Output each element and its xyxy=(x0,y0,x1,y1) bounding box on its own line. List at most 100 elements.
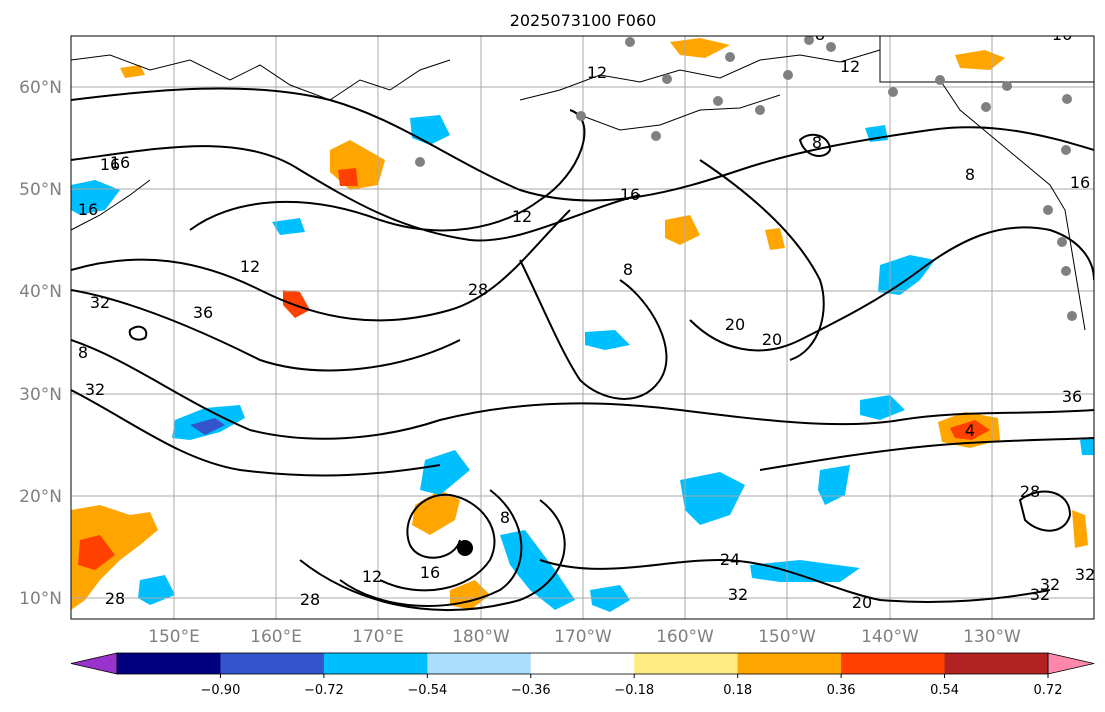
contour-label: 16 xyxy=(1070,173,1090,192)
contour-label: 24 xyxy=(720,550,740,569)
contour-label: 16 xyxy=(78,200,98,219)
contour-label: 36 xyxy=(193,303,213,322)
lat-label: 50°N xyxy=(19,180,62,200)
lat-label: 60°N xyxy=(19,78,62,98)
colorbar-swatch xyxy=(117,653,221,674)
station-dot xyxy=(1061,145,1071,155)
station-dot xyxy=(981,102,991,112)
contour-label: 8 xyxy=(965,165,975,184)
contour-label: 12 xyxy=(840,57,860,76)
contour-line xyxy=(689,226,1094,352)
station-dot xyxy=(888,87,898,97)
coastline-siberia xyxy=(71,54,451,101)
shade-neg-strong xyxy=(190,418,225,435)
shade-pos-strong xyxy=(78,535,115,570)
colorbar-tick-label: 0.54 xyxy=(930,683,959,698)
colorbar-frame xyxy=(116,652,1049,675)
negative-shading xyxy=(71,115,1094,612)
contour-label: 32 xyxy=(1075,565,1095,584)
contour-line xyxy=(699,159,825,361)
shade-neg xyxy=(878,255,935,295)
station-dot xyxy=(804,36,814,45)
shade-pos-strong xyxy=(283,290,310,318)
contour-label: 32 xyxy=(728,585,748,604)
lat-label: 30°N xyxy=(19,385,62,405)
shade-neg xyxy=(500,530,575,610)
contour-line xyxy=(128,325,148,341)
coastline-north-america xyxy=(939,79,1086,331)
contour-line xyxy=(379,493,496,592)
contour-label: 28 xyxy=(300,590,320,609)
lon-label: 170°W xyxy=(554,627,612,647)
contour-label: 16 xyxy=(110,153,130,172)
contour-line xyxy=(299,499,566,611)
shade-pos-strong xyxy=(950,420,990,440)
lon-label: 130°W xyxy=(963,627,1021,647)
shade-neg xyxy=(420,450,470,495)
station-dot xyxy=(713,96,723,106)
contour-line xyxy=(189,109,586,232)
lat-label: 20°N xyxy=(19,487,62,507)
shade-pos-strong xyxy=(338,168,358,186)
contour-line xyxy=(71,87,1094,202)
station-dot xyxy=(1057,237,1067,247)
colorbar-extend-high xyxy=(1047,652,1095,675)
contour-line xyxy=(798,133,832,157)
cyclone-center-marker xyxy=(457,540,473,556)
station-dot xyxy=(826,42,836,52)
station-markers xyxy=(415,36,1077,321)
contour-label: 32 xyxy=(90,293,110,312)
shade-pos xyxy=(120,65,145,78)
shade-pos xyxy=(1072,510,1088,548)
shade-neg xyxy=(750,560,860,582)
aleutian-chain xyxy=(579,94,781,131)
contour-label: 20 xyxy=(762,330,782,349)
station-dot xyxy=(576,111,586,121)
contour-line xyxy=(71,145,641,242)
contour-line xyxy=(71,389,441,477)
colorbar-extend-low xyxy=(70,652,118,675)
shade-neg xyxy=(1080,438,1094,455)
shade-neg xyxy=(585,330,630,350)
station-dot xyxy=(1043,205,1053,215)
contour-line xyxy=(759,437,1094,471)
station-dot xyxy=(662,74,672,84)
graticule xyxy=(71,36,1094,619)
lon-label: 170°E xyxy=(352,627,404,647)
contour-label: 8 xyxy=(78,343,88,362)
colorbar-tick-label: −0.72 xyxy=(304,683,344,698)
station-dot xyxy=(1002,81,1012,91)
contour-label: 16 xyxy=(1052,25,1072,44)
contour-line xyxy=(71,289,461,372)
colorbar-tick-label: −0.36 xyxy=(511,683,551,698)
contour-label: 16 xyxy=(420,563,440,582)
shade-pos xyxy=(71,505,158,610)
border-canada xyxy=(879,36,1094,83)
contour-line xyxy=(539,558,1051,603)
station-dot xyxy=(625,37,635,47)
contour-line xyxy=(71,339,1094,440)
contours xyxy=(71,87,1094,611)
station-dot xyxy=(755,105,765,115)
colorbar-swatch xyxy=(634,653,739,674)
contour-label: 12 xyxy=(512,207,532,226)
contour-line xyxy=(71,209,571,322)
map-frame xyxy=(70,35,1095,620)
contour-label: 16 xyxy=(620,185,640,204)
contour-label: 16 xyxy=(100,155,120,174)
contour-label: 28 xyxy=(1020,482,1040,501)
longitude-labels: 150°E 160°E 170°E 180°W 170°W 160°W 150°W 140°W… xyxy=(148,627,1021,647)
contour-label: 8 xyxy=(500,508,510,527)
contour-label: 32 xyxy=(1030,585,1050,604)
contour-label: 8 xyxy=(815,25,825,44)
shade-neg xyxy=(272,218,305,235)
contour-label: 12 xyxy=(240,257,260,276)
contour-label: 28 xyxy=(468,280,488,299)
station-dot xyxy=(415,157,425,167)
lat-label: 10°N xyxy=(19,589,62,609)
shade-neg xyxy=(860,395,905,420)
contour-label: 36 xyxy=(1062,387,1082,406)
